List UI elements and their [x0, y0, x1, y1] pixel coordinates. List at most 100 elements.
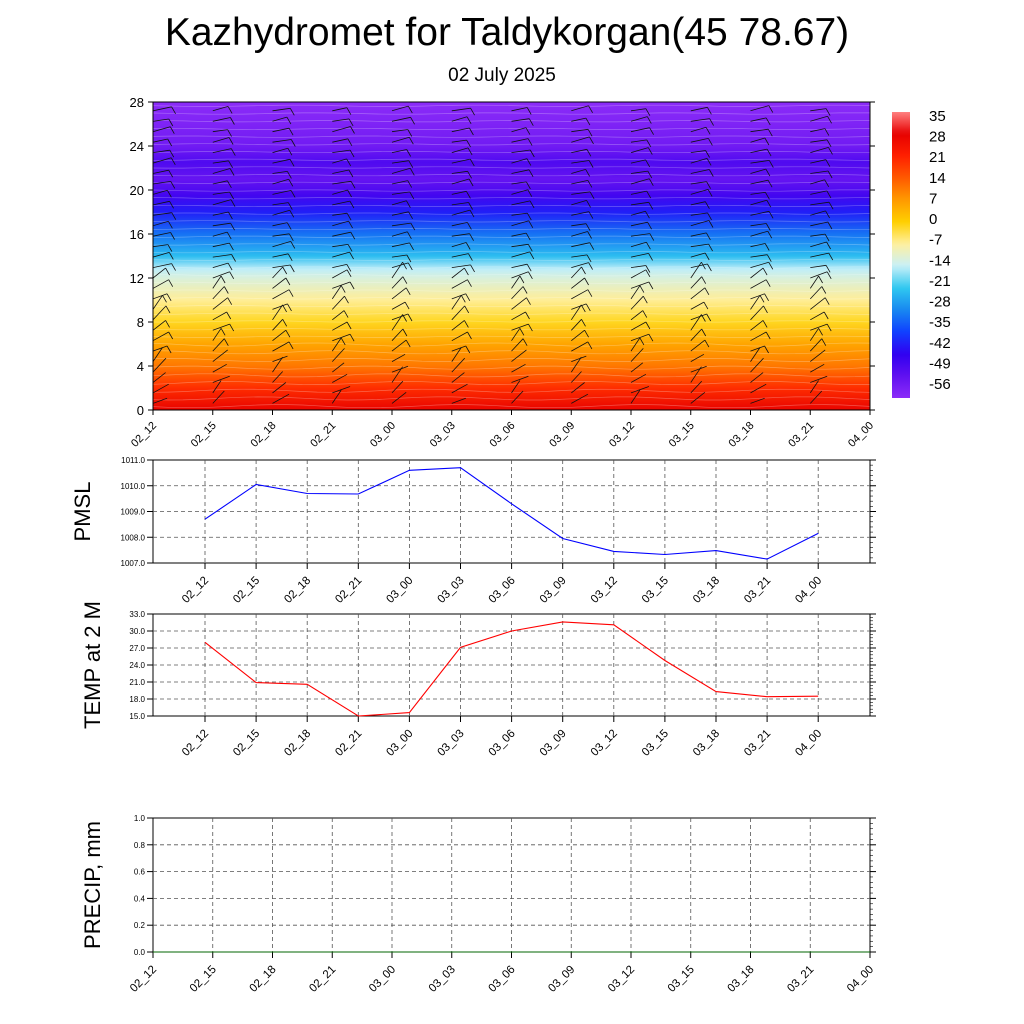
wind-barb-flag — [525, 127, 531, 135]
wind-barb-flag — [645, 211, 650, 219]
wind-barb — [451, 222, 468, 227]
wind-barb — [212, 380, 222, 394]
wind-barb — [571, 148, 587, 153]
wind-barb — [750, 295, 761, 310]
wind-barb — [332, 107, 347, 112]
wind-barb — [332, 118, 350, 122]
wind-barb-flag — [827, 221, 833, 230]
wind-barb — [153, 200, 170, 206]
wind-barb-flag — [706, 158, 712, 166]
wind-barb-flag — [529, 149, 535, 158]
wind-barb-flag — [407, 105, 413, 114]
wind-barb — [571, 231, 588, 237]
wind-barb — [153, 295, 163, 310]
wind-barb — [332, 310, 345, 321]
wind-barb — [331, 285, 342, 300]
wind-barb — [810, 264, 827, 268]
colorbar-label: 0 — [929, 211, 937, 228]
wind-barb-flag — [226, 231, 232, 240]
wind-barb-flag — [519, 328, 525, 336]
wind-barb-flag — [526, 212, 532, 221]
wind-barb-flag — [229, 191, 234, 200]
wind-barb-flag — [229, 168, 235, 176]
wind-barb — [153, 279, 169, 289]
wind-barb — [869, 256, 870, 258]
wind-barb — [451, 233, 470, 237]
precip-y-tick-label: 0.4 — [134, 894, 146, 903]
wind-barb — [451, 397, 466, 404]
section-overlay — [153, 104, 889, 409]
wind-barb — [451, 202, 469, 206]
wind-barb-flag — [288, 128, 294, 136]
section-x-tick-label: 03_21 — [786, 420, 816, 450]
wind-barb — [869, 361, 870, 362]
wind-barb — [869, 402, 870, 404]
pmsl-y-tick-label: 1010.0 — [121, 482, 146, 491]
wind-barb-flag — [764, 137, 770, 146]
wind-barb — [391, 287, 407, 300]
wind-barb — [212, 275, 222, 289]
precip-x-tick-label: 03_00 — [367, 964, 398, 995]
wind-barb-flag — [707, 212, 712, 221]
wind-barb — [869, 183, 870, 184]
wind-barb-flag — [170, 232, 175, 240]
wind-barb-flag — [347, 138, 353, 146]
wind-barb-flag — [585, 117, 591, 126]
wind-barb — [451, 127, 470, 133]
wind-barb — [690, 391, 706, 404]
wind-barb — [153, 320, 166, 331]
wind-barb — [272, 393, 290, 404]
pmsl-x-tick-label: 03_15 — [640, 575, 671, 606]
wind-barb — [153, 118, 169, 122]
wind-barb-flag — [580, 304, 586, 313]
wind-barb-flag — [346, 321, 352, 330]
wind-barb — [451, 107, 471, 112]
temp-x-tick-label: 02_12 — [180, 728, 211, 759]
wind-barb-flag — [231, 254, 236, 262]
wind-barb — [272, 356, 283, 373]
wind-barb-flag — [460, 295, 466, 303]
wind-barb-flag — [708, 138, 713, 146]
wind-barb-flag — [705, 127, 711, 135]
wind-barb — [451, 295, 462, 310]
wind-barb — [571, 277, 585, 289]
wind-barb-flag — [166, 293, 172, 301]
wind-barb — [869, 152, 870, 153]
wind-barb-flag — [645, 265, 651, 273]
wind-barb-flag — [589, 242, 595, 250]
wind-barb-flag — [350, 126, 355, 134]
pmsl-x-tick-label: 02_12 — [180, 575, 211, 606]
wind-barb-flag — [885, 170, 889, 177]
wind-barb-flag — [525, 232, 531, 241]
wind-barb-flag — [764, 293, 769, 301]
wind-barb-flag — [349, 334, 355, 342]
wind-barb — [750, 223, 767, 227]
wind-barb — [153, 347, 163, 362]
wind-barb — [272, 107, 291, 112]
wind-barb-flag — [470, 264, 475, 273]
wind-barb — [690, 261, 702, 279]
wind-barb — [153, 126, 171, 133]
wind-barb-flag — [704, 287, 710, 295]
wind-barb-flag — [589, 191, 595, 199]
wind-barb-flag — [704, 252, 710, 261]
pmsl-x-tick-label: 03_18 — [691, 575, 722, 606]
wind-barb-flag — [708, 220, 714, 228]
wind-barb — [272, 147, 289, 153]
wind-barb — [391, 365, 409, 373]
wind-barb — [630, 241, 647, 248]
precip-x-tick-label: 03_03 — [427, 964, 458, 995]
wind-barb — [511, 189, 528, 195]
wind-barb — [212, 137, 230, 143]
wind-barb-flag — [587, 289, 593, 297]
wind-barb-flag — [759, 295, 765, 303]
wind-barb — [153, 263, 172, 268]
wind-barb-flag — [408, 160, 414, 168]
wind-barb-flag — [220, 328, 226, 336]
wind-barb — [630, 233, 650, 237]
wind-barb — [212, 323, 230, 331]
wind-barb-flag — [588, 105, 593, 113]
wind-barb — [451, 147, 469, 153]
wind-barb-flag — [585, 169, 591, 177]
wind-barb-flag — [589, 136, 594, 145]
